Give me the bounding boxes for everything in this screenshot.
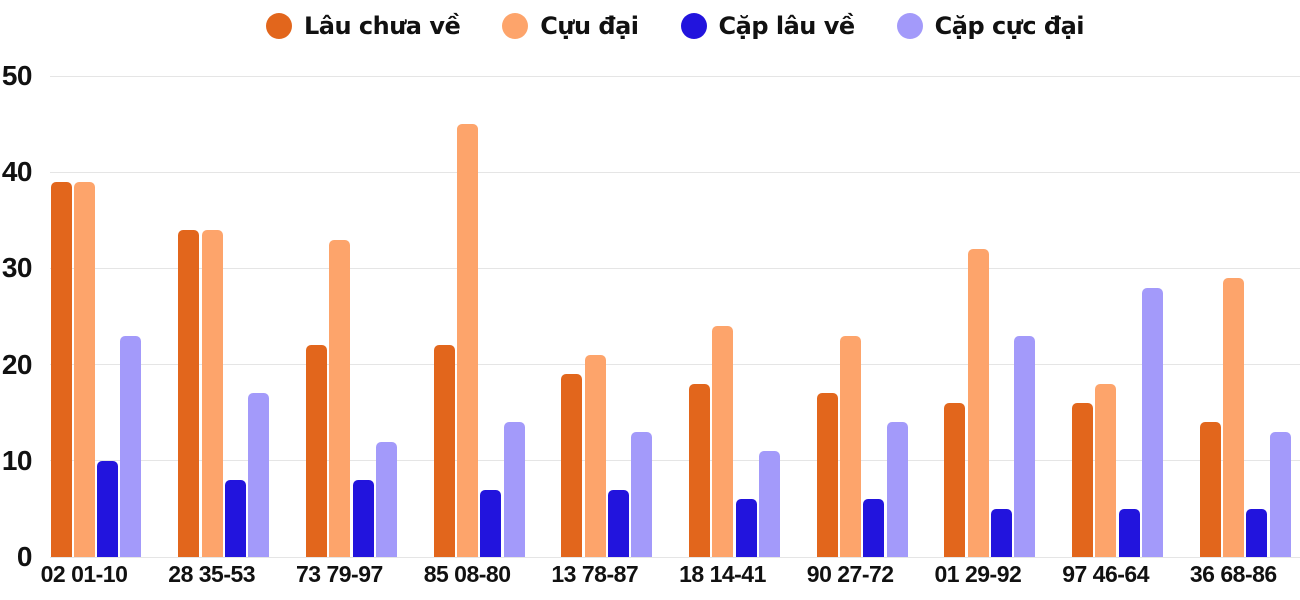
bar-lau-chua-ve[interactable] — [944, 403, 966, 557]
bar-cap-cuc-ai[interactable] — [758, 451, 780, 557]
bar-cap-lau-ve[interactable] — [224, 480, 246, 557]
y-tick-label-30: 30 — [1, 252, 33, 284]
x-tick-label-85-08-80: 85 08-80 — [423, 561, 511, 587]
legend-label: Cặp lâu về — [718, 12, 856, 40]
chart-legend: Lâu chưa về Cựu đại Cặp lâu về Cặp cực đại — [50, 4, 1300, 48]
legend-label: Lâu chưa về — [303, 12, 461, 40]
x-axis: 02 01-10 28 35-53 73 79-97 85 08-80 13 78-87… — [0, 557, 1300, 600]
bar-group-73-79-97 — [305, 76, 397, 557]
bar-cuu-ai[interactable] — [584, 354, 606, 557]
x-tick-label-90-27-72: 90 27-72 — [806, 561, 894, 587]
x-tick-label-01-29-92: 01 29-92 — [934, 561, 1022, 587]
y-axis: 0 10 20 30 40 50 — [0, 0, 33, 600]
plot-area — [0, 75, 1300, 558]
legend-label: Cựu đại — [540, 12, 639, 40]
bar-lau-chua-ve[interactable] — [50, 181, 72, 557]
legend-dot-icon — [502, 13, 529, 39]
legend-label: Cặp cực đại — [934, 12, 1085, 40]
bar-group-90-27-72 — [816, 76, 908, 557]
gridline-10 — [50, 460, 1300, 462]
bar-cap-cuc-ai[interactable] — [631, 431, 653, 557]
bar-cap-lau-ve[interactable] — [97, 460, 119, 557]
bar-lau-chua-ve[interactable] — [1072, 403, 1094, 557]
bar-cap-cuc-ai[interactable] — [1014, 335, 1036, 557]
legend-item-lau-chua-ve[interactable]: Lâu chưa về — [265, 12, 461, 40]
bar-lau-chua-ve[interactable] — [178, 229, 200, 557]
bar-lau-chua-ve[interactable] — [561, 374, 583, 557]
y-tick-label-10: 10 — [1, 444, 33, 476]
y-tick-label-0: 0 — [16, 541, 33, 572]
bar-cuu-ai[interactable] — [1223, 278, 1245, 557]
x-tick-label-97-46-64: 97 46-64 — [1062, 561, 1149, 587]
x-tick-label-13-78-87: 13 78-87 — [551, 561, 639, 587]
bar-cuu-ai[interactable] — [712, 326, 734, 557]
bar-cap-cuc-ai[interactable] — [248, 393, 270, 557]
bar-cap-cuc-ai[interactable] — [886, 422, 908, 557]
bar-group-01-29-92 — [944, 76, 1036, 557]
x-tick-label-18-14-41: 18 14-41 — [679, 561, 766, 587]
bar-cap-lau-ve[interactable] — [863, 499, 885, 557]
legend-item-cap-cuc-ai[interactable]: Cặp cực đại — [896, 12, 1085, 40]
gridline-50 — [50, 75, 1300, 77]
bar-cap-lau-ve[interactable] — [991, 508, 1013, 557]
y-tick-label-20: 20 — [1, 348, 33, 380]
x-tick-label-02-01-10: 02 01-10 — [40, 561, 128, 587]
bar-lau-chua-ve[interactable] — [433, 345, 455, 557]
gridline-20 — [50, 364, 1300, 366]
bar-cuu-ai[interactable] — [1095, 383, 1117, 557]
legend-dot-icon — [265, 13, 292, 39]
legend-dot-icon — [896, 13, 923, 39]
bar-cap-cuc-ai[interactable] — [1142, 287, 1164, 557]
legend-item-cuu-ai[interactable]: Cựu đại — [502, 12, 639, 40]
gridline-30 — [50, 267, 1300, 269]
bar-group-28-35-53 — [178, 76, 270, 557]
bar-lau-chua-ve[interactable] — [305, 345, 327, 557]
bar-cap-cuc-ai[interactable] — [120, 335, 142, 557]
y-tick-label-50: 50 — [1, 60, 33, 91]
bar-cuu-ai[interactable] — [73, 181, 95, 557]
bar-group-85-08-80 — [433, 76, 525, 557]
bar-group-18-14-41 — [689, 76, 780, 557]
bar-lau-chua-ve[interactable] — [689, 383, 710, 557]
legend-item-cap-lau-ve[interactable]: Cặp lâu về — [680, 12, 856, 40]
gridline-40 — [50, 171, 1300, 173]
x-tick-label-36-68-86: 36 68-86 — [1189, 561, 1277, 587]
bar-cap-lau-ve[interactable] — [1118, 508, 1140, 557]
x-tick-label-73-79-97: 73 79-97 — [295, 561, 383, 587]
bar-cap-lau-ve[interactable] — [480, 489, 502, 557]
bar-cap-cuc-ai[interactable] — [1269, 431, 1291, 557]
bar-cuu-ai[interactable] — [456, 124, 478, 557]
legend-dot-icon — [680, 13, 707, 39]
bar-lau-chua-ve[interactable] — [816, 393, 838, 557]
bar-group-13-78-87 — [561, 76, 653, 557]
bar-group-36-68-86 — [1199, 76, 1291, 557]
bar-cap-cuc-ai[interactable] — [503, 422, 525, 557]
y-tick-label-40: 40 — [1, 156, 33, 188]
bar-cuu-ai[interactable] — [201, 229, 223, 557]
bar-cap-lau-ve[interactable] — [735, 499, 757, 557]
bar-cuu-ai[interactable] — [329, 239, 351, 557]
bar-group-97-46-64 — [1072, 76, 1164, 557]
x-tick-label-28-35-53: 28 35-53 — [168, 561, 256, 587]
bar-cap-lau-ve[interactable] — [1246, 508, 1268, 557]
bar-cap-lau-ve[interactable] — [352, 480, 374, 557]
bar-cap-cuc-ai[interactable] — [375, 441, 397, 557]
bar-lau-chua-ve[interactable] — [1199, 422, 1221, 557]
gridline-0 — [50, 556, 1300, 558]
bar-cap-lau-ve[interactable] — [607, 489, 629, 557]
bar-group-02-01-10 — [50, 76, 142, 557]
bar-cuu-ai[interactable] — [967, 249, 989, 557]
bar-cuu-ai[interactable] — [840, 335, 862, 557]
